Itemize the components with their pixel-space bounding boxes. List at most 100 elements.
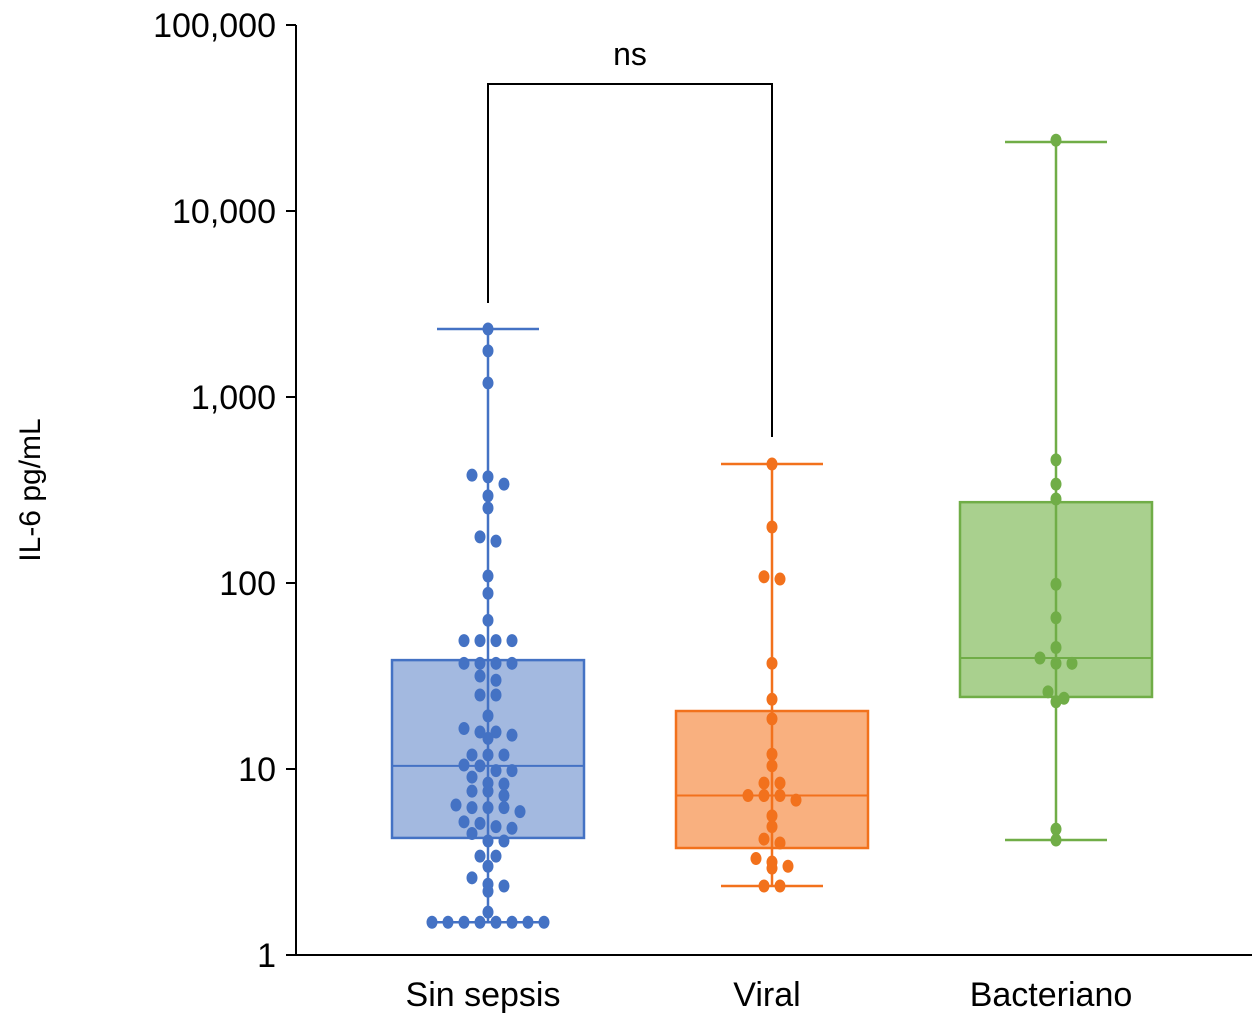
data-point [482,470,494,484]
data-point [750,852,762,866]
y-tick-label: 1 [257,937,276,975]
data-point [482,748,494,762]
data-point [482,489,494,503]
data-point [458,722,470,736]
box-group [958,133,1154,847]
data-point [426,915,438,929]
data-point [1050,492,1062,506]
data-point [774,789,786,803]
data-point [482,344,494,358]
data-point [482,613,494,627]
bracket-line [487,83,773,437]
data-point [490,764,502,778]
y-tick-label: 10 [238,751,276,789]
x-tick-label: Viral [733,976,800,1014]
data-point [482,834,494,848]
data-point [490,849,502,863]
data-point [1050,641,1062,655]
data-point [1050,656,1062,670]
data-point [498,477,510,491]
data-point [482,569,494,583]
data-point [506,634,518,648]
box-groups [390,133,1154,929]
data-point [490,820,502,834]
y-tick-label: 1,000 [191,379,276,417]
data-point [498,801,510,815]
data-point [766,759,778,773]
data-point [774,836,786,850]
data-point [482,784,494,798]
data-point [466,871,478,885]
data-point [490,673,502,687]
data-point [474,725,486,739]
data-point [474,530,486,544]
data-point [766,820,778,834]
data-point [766,692,778,706]
data-point [506,656,518,670]
data-point [1042,685,1054,699]
data-point [482,801,494,815]
data-point [458,915,470,929]
data-point [766,520,778,534]
data-point [474,915,486,929]
data-point [442,915,454,929]
data-point [766,457,778,471]
data-point [1034,651,1046,665]
x-tick-label: Sin sepsis [406,976,561,1014]
data-point [506,821,518,835]
data-point [482,884,494,898]
box-group [674,457,870,893]
data-point [482,731,494,745]
data-point [782,859,794,873]
data-point [490,915,502,929]
data-point [482,322,494,336]
data-point [482,586,494,600]
data-point [458,656,470,670]
data-point [498,834,510,848]
data-point [766,656,778,670]
data-point [1050,611,1062,625]
data-point [482,859,494,873]
data-point [498,879,510,893]
data-point [466,827,478,841]
data-point [1050,477,1062,491]
data-point [774,879,786,893]
data-point [458,758,470,772]
data-point [1050,577,1062,591]
significance-bracket [487,83,773,437]
data-point [766,747,778,761]
data-point [474,634,486,648]
data-point [498,748,510,762]
data-point [506,915,518,929]
data-point [490,656,502,670]
data-point [490,725,502,739]
data-point [466,468,478,482]
data-point [1050,833,1062,847]
data-point [758,879,770,893]
data-point [474,759,486,773]
data-point [758,570,770,584]
data-point [466,770,478,784]
data-point [1050,453,1062,467]
x-axis-tick-labels: Sin sepsis Viral Bacteriano [406,976,1133,1014]
data-point [766,809,778,823]
data-point [482,905,494,919]
data-point [450,798,462,812]
data-point [758,832,770,846]
data-point [490,534,502,548]
data-point [538,915,550,929]
data-point [458,815,470,829]
data-point [466,784,478,798]
data-point [490,688,502,702]
data-point [1050,695,1062,709]
data-point [766,861,778,875]
data-point [466,801,478,815]
data-point [1066,656,1078,670]
x-tick-label: Bacteriano [970,976,1133,1014]
data-point [522,915,534,929]
data-point [482,709,494,723]
data-point [790,793,802,807]
data-point [774,776,786,790]
significance-label: ns [613,36,647,72]
